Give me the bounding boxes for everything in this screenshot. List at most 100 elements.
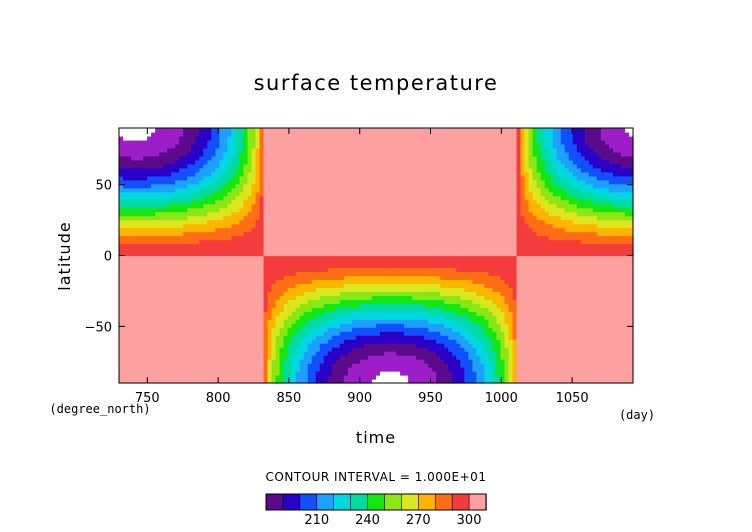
heatmap-cell <box>355 227 361 233</box>
heatmap-cell <box>151 331 156 336</box>
heatmap-cell <box>331 275 337 280</box>
heatmap-cell <box>404 279 409 284</box>
heatmap-cell <box>147 131 152 137</box>
heatmap-cell <box>251 327 257 332</box>
heatmap-cell <box>392 299 397 304</box>
heatmap-cell <box>223 151 229 157</box>
heatmap-cell <box>271 183 277 189</box>
heatmap-cell <box>167 179 172 185</box>
heatmap-cell <box>303 331 309 336</box>
heatmap-cell <box>347 271 353 277</box>
heatmap-cell <box>283 287 289 292</box>
heatmap-cell <box>135 367 140 372</box>
heatmap-cell <box>247 255 253 261</box>
heatmap-cell <box>131 263 136 269</box>
heatmap-cell <box>251 375 257 380</box>
heatmap-cell <box>187 299 192 304</box>
heatmap-cell <box>127 295 132 300</box>
heatmap-cell <box>327 371 333 376</box>
heatmap-cell <box>371 227 377 233</box>
heatmap-cell <box>163 191 168 197</box>
heatmap-cell <box>299 207 305 213</box>
heatmap-cell <box>119 167 124 173</box>
heatmap-cell <box>355 283 361 288</box>
heatmap-cell <box>291 179 297 185</box>
heatmap-cell <box>195 235 200 241</box>
heatmap-cell <box>163 347 168 352</box>
heatmap-cell <box>299 271 305 277</box>
heatmap-cell <box>155 271 160 277</box>
heatmap-cell <box>287 299 293 304</box>
heatmap-cell <box>175 131 180 137</box>
heatmap-cell <box>267 239 273 245</box>
heatmap-cell <box>147 247 152 253</box>
heatmap-cell <box>335 319 341 324</box>
heatmap-cell <box>343 163 349 169</box>
heatmap-cell <box>355 335 361 340</box>
heatmap-cell <box>195 359 200 364</box>
heatmap-cell <box>363 139 369 145</box>
heatmap-cell <box>327 171 333 177</box>
heatmap-cell <box>380 267 385 273</box>
heatmap-cell <box>355 279 361 284</box>
heatmap-cell <box>175 135 180 141</box>
heatmap-cell <box>263 359 269 364</box>
heatmap-cell <box>227 207 233 213</box>
heatmap-cell <box>123 171 128 177</box>
heatmap-cell <box>428 171 433 177</box>
heatmap-cell <box>376 343 381 348</box>
heatmap-cell <box>203 135 208 141</box>
heatmap-cell <box>259 135 265 141</box>
heatmap-cell <box>319 323 325 328</box>
heatmap-cell <box>175 211 180 217</box>
heatmap-cell <box>412 135 417 141</box>
heatmap-cell <box>335 295 341 300</box>
heatmap-cell <box>123 295 128 300</box>
heatmap-cell <box>227 191 233 197</box>
heatmap-cell <box>179 339 184 344</box>
heatmap-cell <box>323 279 329 284</box>
heatmap-cell <box>219 307 225 312</box>
heatmap-cell <box>271 375 277 380</box>
heatmap-cell <box>404 295 409 300</box>
heatmap-cell <box>371 379 377 384</box>
heatmap-cell <box>199 179 204 185</box>
heatmap-cell <box>428 131 433 137</box>
heatmap-cell <box>167 155 172 161</box>
heatmap-cell <box>267 359 273 364</box>
heatmap-cell <box>203 267 208 273</box>
heatmap-cell <box>227 343 233 348</box>
heatmap-cell <box>355 287 361 292</box>
heatmap-cell <box>251 363 257 368</box>
heatmap-cell <box>400 271 405 277</box>
heatmap-cell <box>275 135 281 141</box>
heatmap-cell <box>279 267 285 273</box>
heatmap-cell <box>151 263 156 269</box>
heatmap-cell <box>339 371 345 376</box>
heatmap-cell <box>279 227 285 233</box>
heatmap-cell <box>127 347 132 352</box>
heatmap-cell <box>151 363 156 368</box>
heatmap-cell <box>143 275 148 280</box>
heatmap-cell <box>127 335 132 340</box>
heatmap-cell <box>275 275 281 280</box>
heatmap-cell <box>287 379 293 384</box>
heatmap-cell <box>179 295 184 300</box>
heatmap-cell <box>311 339 317 344</box>
heatmap-cell <box>347 143 353 149</box>
heatmap-cell <box>147 339 152 344</box>
heatmap-cell <box>376 299 381 304</box>
heatmap-cell <box>388 151 393 157</box>
heatmap-cell <box>400 235 405 241</box>
heatmap-cell <box>147 355 152 360</box>
heatmap-cell <box>235 139 241 145</box>
heatmap-cell <box>408 147 413 153</box>
heatmap-cell <box>319 199 325 205</box>
heatmap-cell <box>223 179 229 185</box>
heatmap-cell <box>239 159 245 165</box>
heatmap-cell <box>147 211 152 217</box>
heatmap-cell <box>283 167 289 173</box>
heatmap-cell <box>347 155 353 161</box>
heatmap-cell <box>183 171 188 177</box>
heatmap-cell <box>400 195 405 201</box>
